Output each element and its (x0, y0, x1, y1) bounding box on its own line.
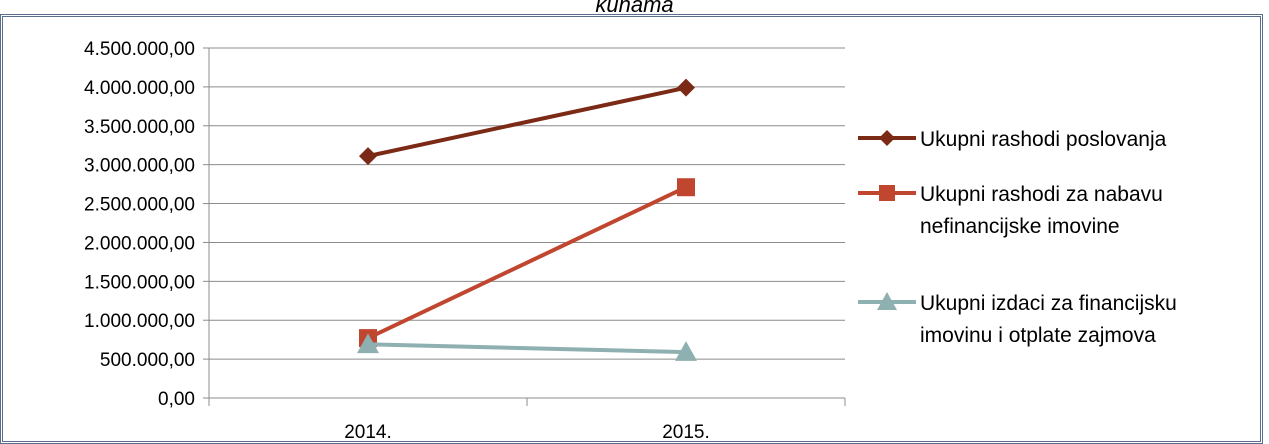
data-point (357, 333, 379, 354)
legend-marker (879, 130, 895, 146)
data-point (677, 78, 695, 97)
y-tick-label: 1.000.000,00 (84, 311, 195, 332)
x-tick-label: 2014. (344, 422, 392, 441)
y-tick-label: 2.500.000,00 (84, 195, 195, 216)
y-tick-label: 3.000.000,00 (84, 156, 195, 177)
series-line (367, 342, 687, 355)
legend-label: Ukupni izdaci za financijsku (920, 292, 1177, 315)
legend-label: Ukupni rashodi poslovanja (920, 128, 1167, 151)
data-point (359, 147, 377, 166)
data-point (675, 341, 697, 361)
legend-label: imovinu i otplate zajmova (920, 324, 1156, 347)
x-tick-label: 2015. (662, 422, 710, 441)
chart-title: kunama (595, 0, 674, 17)
y-tick-label: 0,00 (158, 389, 195, 410)
legend-marker (879, 185, 895, 201)
data-point (677, 178, 695, 197)
legend-marker (877, 292, 897, 310)
series-line (367, 85, 687, 159)
y-tick-label: 2.000.000,00 (84, 233, 195, 254)
series-line (367, 185, 687, 340)
y-tick-label: 3.500.000,00 (84, 117, 195, 138)
y-tick-label: 1.500.000,00 (84, 272, 195, 293)
legend-label: Ukupni rashodi za nabavu (920, 183, 1163, 206)
y-tick-label: 500.000,00 (100, 350, 195, 371)
y-tick-label: 4.000.000,00 (84, 78, 195, 99)
y-tick-label: 4.500.000,00 (84, 39, 195, 60)
legend-label: nefinancijske imovine (920, 215, 1120, 238)
